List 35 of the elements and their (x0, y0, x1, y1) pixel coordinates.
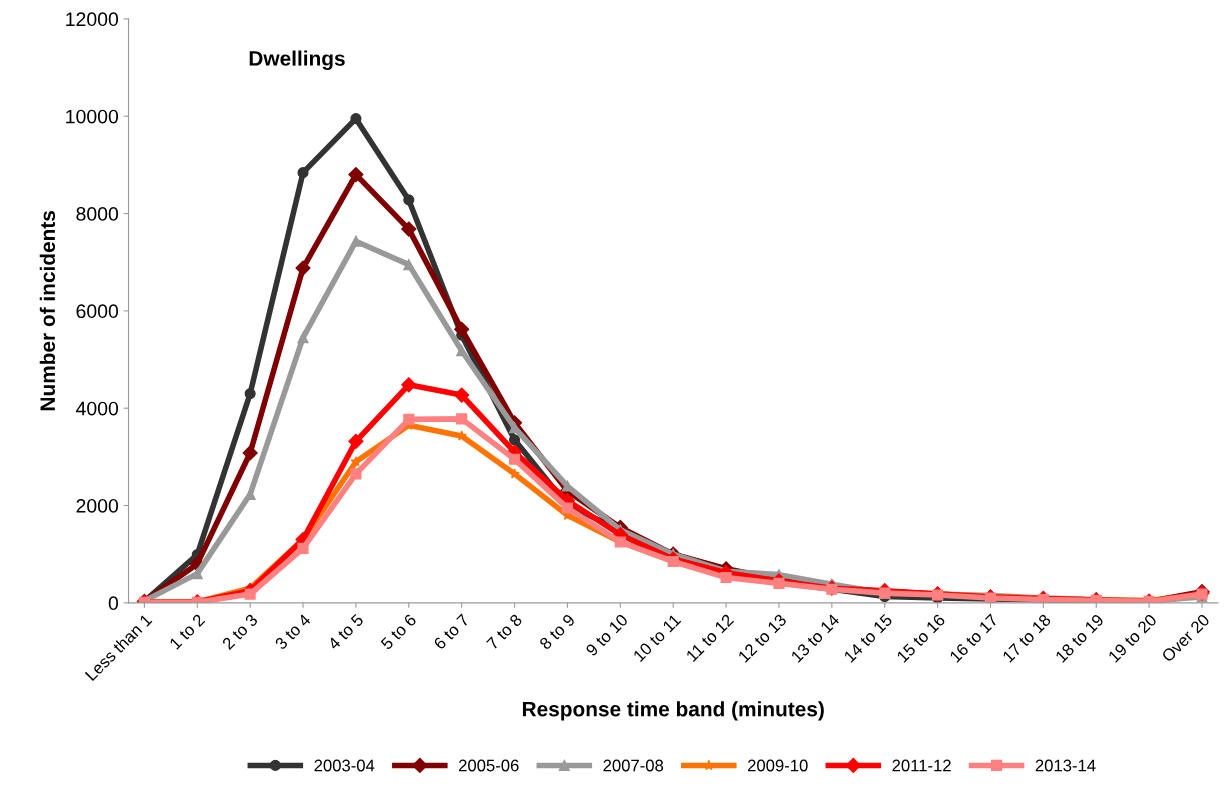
x-tick-label: 4 to 5 (327, 613, 365, 651)
x-tick-label: 5 to 6 (380, 613, 417, 651)
y-tick-label: 8000 (76, 207, 119, 221)
y-tick-label: 2000 (76, 498, 119, 513)
x-tick-label: 7 to 8 (485, 613, 523, 651)
x-tick-label: 1 to 2 (168, 613, 206, 650)
legend-label: 2009-10 (747, 759, 808, 772)
legend-label: 2005-06 (459, 759, 519, 772)
x-tick-label: 18 to 19 (1054, 613, 1105, 663)
x-axis-title: Response time band (minutes) (522, 701, 824, 721)
y-tick-label: 12000 (66, 12, 119, 27)
x-tick-label: 12 to 13 (737, 613, 788, 663)
y-tick-label: 4000 (75, 401, 119, 416)
x-tick-label: 2 to 3 (221, 613, 259, 651)
y-tick-label: 10000 (66, 109, 119, 124)
x-tick-label: 3 to 4 (274, 613, 312, 651)
legend-label: 2003-04 (314, 759, 375, 772)
text: Dwellings (249, 50, 345, 71)
y-tick-label: 6000 (76, 304, 119, 319)
legend-label: 2013-14 (1035, 759, 1096, 772)
y-tick-label: 0 (108, 596, 119, 611)
x-tick-label: 15 to 16 (896, 613, 946, 663)
x-tick-label: 9 to 10 (585, 613, 629, 657)
x-tick-label: 13 to 14 (790, 613, 841, 663)
legend-label: 2007-08 (603, 759, 664, 772)
x-tick-label: 6 to 7 (433, 613, 470, 651)
x-tick-label: 16 to 17 (949, 613, 999, 663)
y-axis-title: Number of incidents (39, 211, 56, 411)
x-tick-label: 14 to 15 (843, 613, 893, 663)
x-tick-label: 8 to 9 (538, 613, 576, 651)
x-tick-label: 17 to 18 (1001, 613, 1052, 663)
x-tick-label: 10 to 11 (632, 613, 682, 663)
legend-label: 2011-12 (892, 759, 951, 772)
x-tick-label: 19 to 20 (1107, 613, 1158, 663)
x-tick-label: 11 to 12 (685, 613, 735, 663)
